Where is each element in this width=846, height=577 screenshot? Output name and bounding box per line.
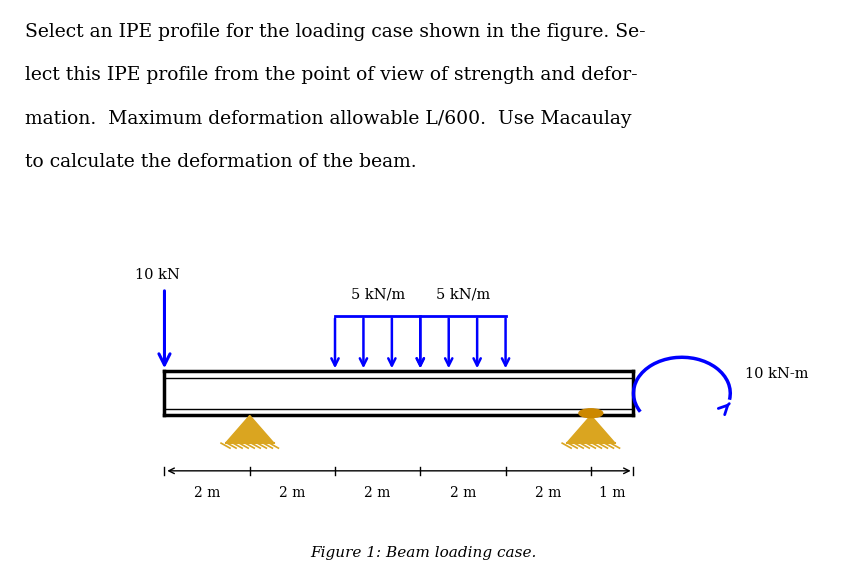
Text: 2 m: 2 m bbox=[279, 486, 305, 500]
Text: 10 kN-m: 10 kN-m bbox=[745, 367, 809, 381]
Text: 10 kN: 10 kN bbox=[135, 268, 179, 283]
Text: 2 m: 2 m bbox=[535, 486, 562, 500]
Polygon shape bbox=[226, 415, 274, 443]
Text: 5 kN/m: 5 kN/m bbox=[436, 288, 490, 302]
Text: mation.  Maximum deformation allowable L/600.  Use Macaulay: mation. Maximum deformation allowable L/… bbox=[25, 110, 632, 128]
Text: 1 m: 1 m bbox=[599, 486, 625, 500]
Polygon shape bbox=[567, 415, 615, 443]
Text: to calculate the deformation of the beam.: to calculate the deformation of the beam… bbox=[25, 153, 417, 171]
Text: 2 m: 2 m bbox=[194, 486, 220, 500]
Text: Figure 1: Beam loading case.: Figure 1: Beam loading case. bbox=[310, 546, 536, 560]
Text: 2 m: 2 m bbox=[365, 486, 391, 500]
Circle shape bbox=[579, 409, 602, 418]
Text: Select an IPE profile for the loading case shown in the figure. Se-: Select an IPE profile for the loading ca… bbox=[25, 23, 646, 41]
Text: 2 m: 2 m bbox=[450, 486, 476, 500]
Text: lect this IPE profile from the point of view of strength and defor-: lect this IPE profile from the point of … bbox=[25, 66, 638, 84]
Bar bbox=[164, 371, 634, 415]
Text: 5 kN/m: 5 kN/m bbox=[350, 288, 404, 302]
